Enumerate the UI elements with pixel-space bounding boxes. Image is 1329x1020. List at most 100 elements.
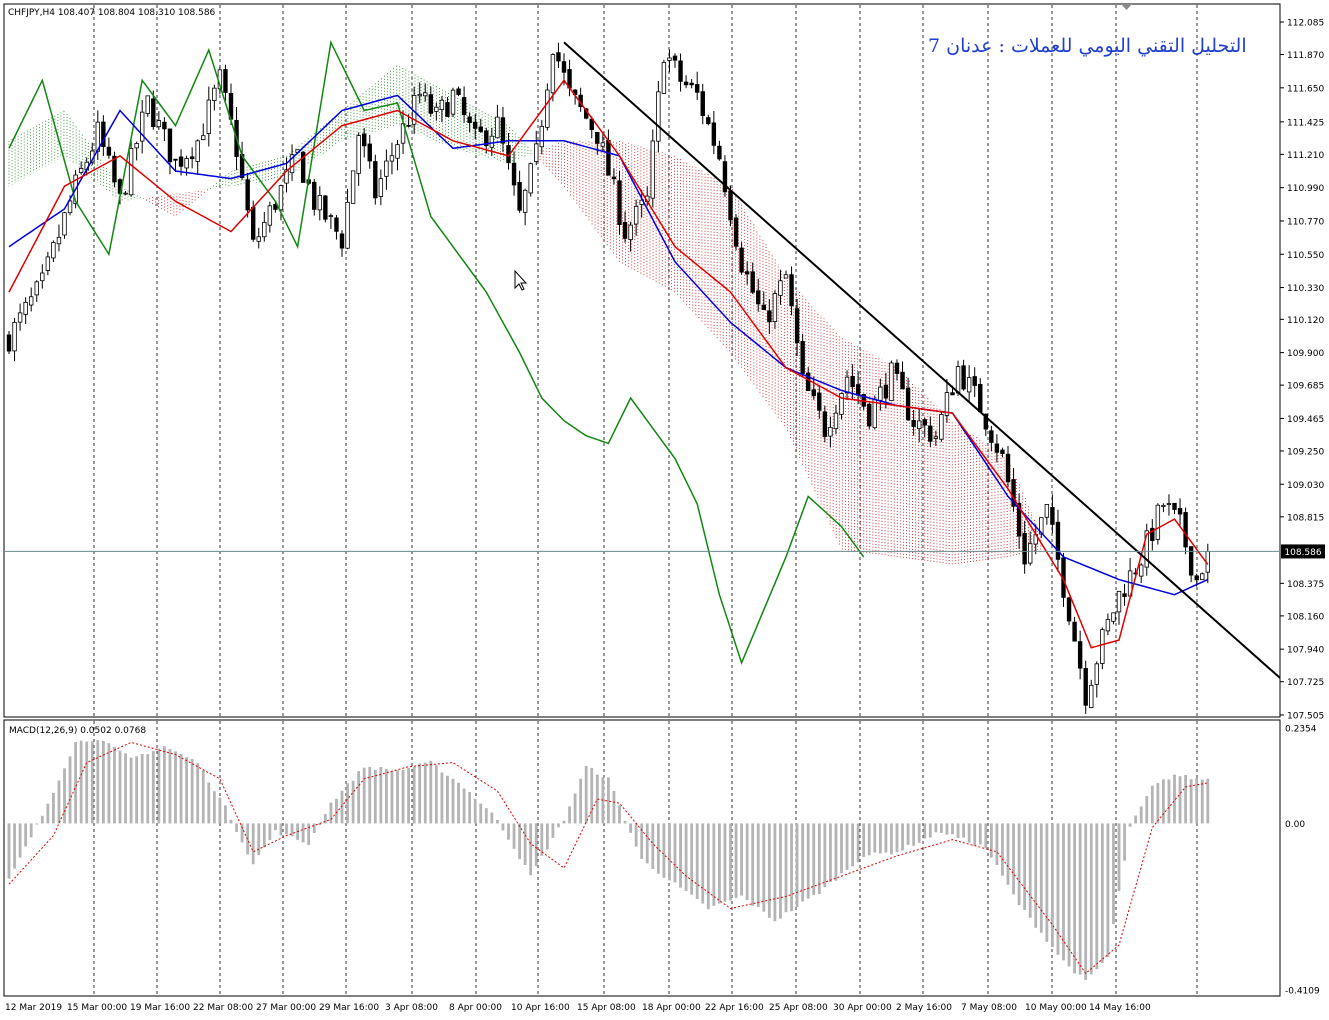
price-axis: 112.085 111.870 111.650 111.425 111.210 110.9… [1280,19,1324,722]
macd-bar [545,823,549,850]
y-tick-label: 107.505 [1287,712,1324,722]
macd-bar [618,805,621,824]
macd-bar [1023,823,1027,911]
candle-body [661,62,667,94]
macd-bar [568,806,571,824]
candle-body [12,322,17,352]
candle-body [966,377,972,393]
candle-body [223,69,228,93]
macd-bar [101,740,105,824]
macd-bar [63,768,66,824]
candle-body [534,143,539,162]
candle-body [1083,668,1088,706]
macd-bar [468,792,472,824]
macd-bar [135,756,139,824]
y-tick-label: 111.870 [1287,51,1324,61]
candle-body [423,92,428,97]
macd-bar [124,753,127,824]
candle-body [273,204,278,210]
tenkan-sen-line [8,79,1209,649]
macd-bar [679,823,682,888]
macd-bar [185,757,188,824]
y-tick-label: 108.375 [1287,580,1324,590]
macd-bar [851,823,854,867]
macd-bar [740,823,743,896]
candle-body [867,403,872,427]
candle-body [189,156,195,160]
y-tick-label: 110.770 [1287,217,1324,227]
x-tick-label: 10 Apr 16:00 [511,1003,570,1013]
candle-body [112,155,117,183]
chart-shift-icon[interactable] [1121,4,1132,10]
y-tick-label: 111.650 [1287,84,1324,94]
candle-body [278,185,284,211]
macd-bar [523,823,527,865]
macd-bar [351,780,355,824]
candle-body [495,116,500,139]
macd-bar [640,823,644,859]
macd-bar [923,823,927,839]
macd-bar [629,823,632,833]
macd-bar [268,823,272,841]
candle-body [62,212,67,236]
candle-body [994,443,1000,453]
macd-bar [962,823,965,838]
x-tick-label: 22 Apr 16:00 [705,1003,764,1013]
candle-body [162,121,167,130]
macd-bar [751,823,755,906]
candle-body [767,310,772,323]
candle-body [417,94,422,97]
candle-body [1105,619,1111,632]
macd-bar [1167,779,1171,824]
candle-body [167,128,173,163]
candle-body [606,139,611,176]
macd-bar [645,823,649,864]
macd-bar [651,823,655,869]
macd-bar [257,823,261,856]
macd-bar [340,790,344,824]
candle-body [617,180,622,226]
macd-bar [274,823,277,831]
macd-bar [745,823,749,901]
chikou-span-line [8,39,865,665]
macd-bar [512,823,516,849]
macd-bar [967,823,971,843]
candle-body [678,60,683,82]
y-tick-label: 110.990 [1287,184,1324,194]
candle-body [833,412,839,429]
candle-body [928,425,933,442]
candle-body [972,376,977,386]
macd-bar [285,823,288,835]
candle-body [944,392,950,416]
macd-bar [767,823,771,918]
candle-body [1150,527,1155,541]
macd-bar [557,823,560,828]
candle-body [334,217,339,232]
candle-body [195,140,200,162]
macd-bar [412,767,416,824]
candle-body [545,89,550,128]
macd-bar [1001,823,1004,876]
candle-body [289,154,295,174]
macd-bar [212,791,216,824]
macd-bar [634,823,638,847]
trendline [563,41,1281,679]
macd-bar [368,766,372,824]
candle-body [1028,543,1033,564]
macd-bar [573,793,577,824]
macd-bar [335,798,338,824]
macd-bar [323,814,327,824]
y-tick-label: 108.160 [1287,612,1324,622]
macd-bar [168,749,172,824]
macd-bar [68,756,72,824]
candle-body [267,205,273,226]
candle-body [1089,684,1094,708]
y-tick-label: 110.550 [1287,251,1324,261]
macd-bar [734,823,738,898]
macd-bar [1034,823,1038,928]
macd-bar [240,823,244,843]
candle-body [756,290,761,305]
macd-bar [1112,823,1115,925]
candle-body [317,195,322,211]
